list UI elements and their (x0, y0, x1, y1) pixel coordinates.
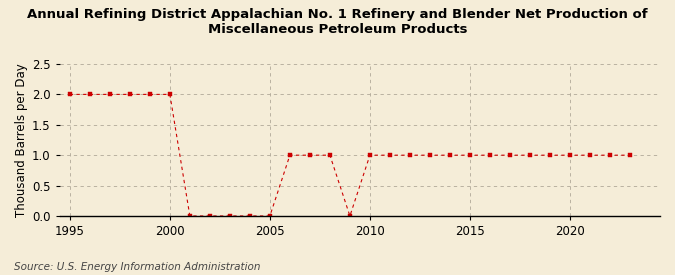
Text: Source: U.S. Energy Information Administration: Source: U.S. Energy Information Administ… (14, 262, 260, 272)
Text: Annual Refining District Appalachian No. 1 Refinery and Blender Net Production o: Annual Refining District Appalachian No.… (27, 8, 648, 36)
Y-axis label: Thousand Barrels per Day: Thousand Barrels per Day (15, 63, 28, 217)
